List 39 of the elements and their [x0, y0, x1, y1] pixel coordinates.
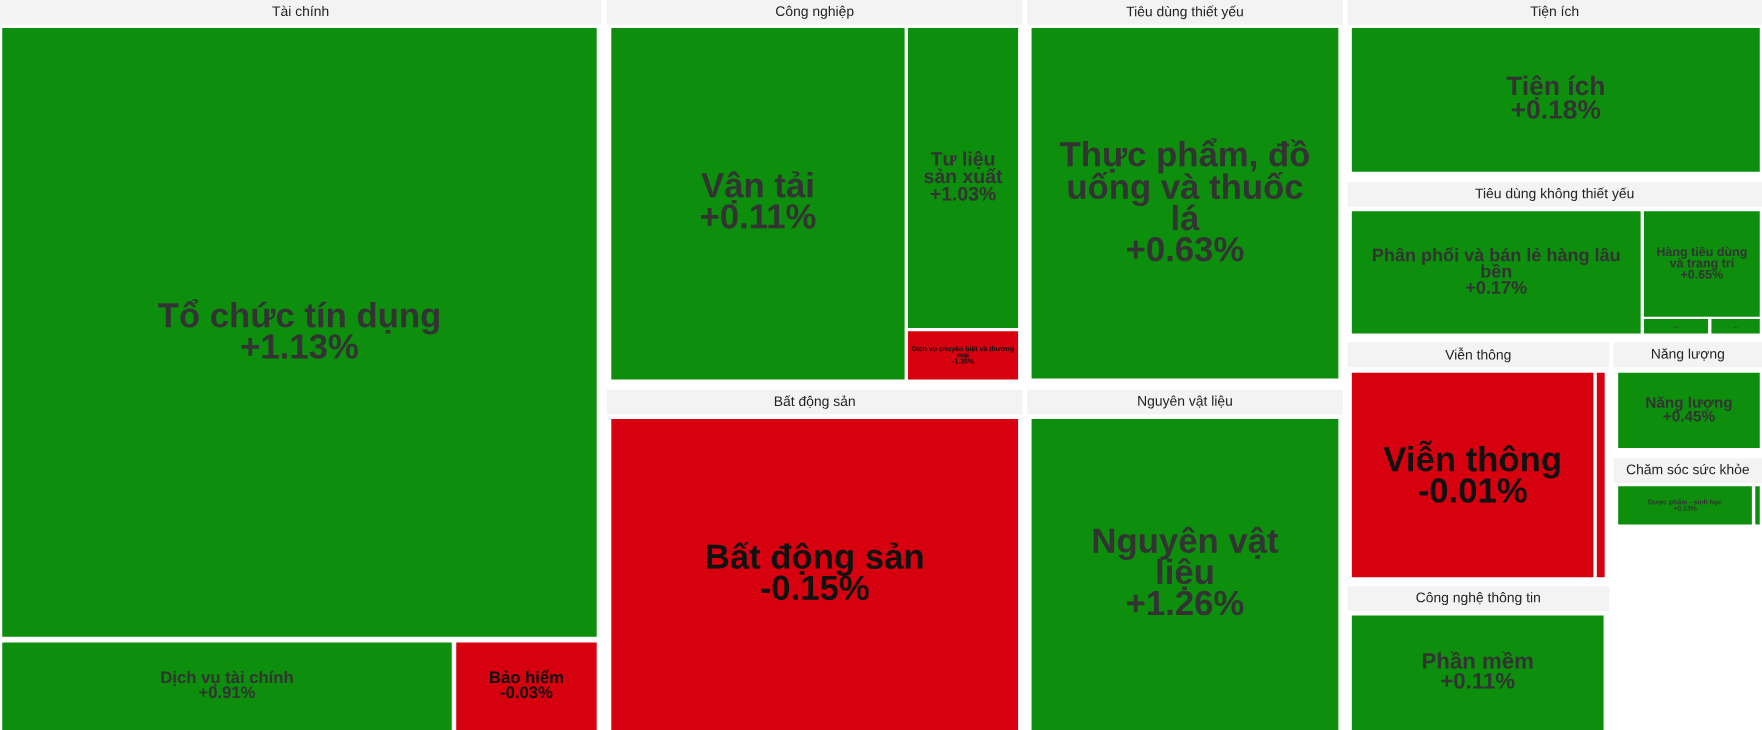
category-label: Bất động sản — [707, 541, 923, 576]
text: Năng lượng — [1651, 348, 1724, 362]
text: Tiêu dùng không thiết yếu — [1475, 187, 1634, 202]
data-label: +1.13% — [241, 334, 358, 359]
category-label: Tiện ích — [1506, 75, 1604, 100]
data-label: -0.15% — [761, 575, 869, 601]
data-label: +0.11% — [1441, 672, 1515, 689]
text: Tài chính — [272, 5, 329, 17]
data-label: +1.26% — [1127, 590, 1244, 616]
text: Công nghiệp — [776, 5, 854, 19]
text: Nguyên vật liệu — [1138, 395, 1232, 409]
category-label: Phần mềm — [1422, 651, 1533, 669]
data-label: +0.18% — [1511, 100, 1601, 119]
category-label: Tổ chức tín dụng — [158, 299, 439, 335]
category-label: Phân phối và bán lẻ hàng lâu bền — [1373, 247, 1620, 278]
data-label: -0.03% — [500, 686, 553, 699]
data-label: +0.45% — [1663, 410, 1715, 422]
data-label: +1.03% — [930, 186, 996, 201]
category-label: Bảo hiểm — [490, 669, 563, 684]
category-label: Hàng tiêu dùng và trang trí — [1657, 246, 1747, 270]
data-label: -0.01% — [1418, 478, 1527, 503]
data-label: +0.17% — [1466, 281, 1527, 294]
category-label: Tư liệu sản xuất — [924, 151, 1003, 184]
text: Chăm sóc sức khỏe — [1626, 463, 1749, 475]
text: Tiêu dùng thiết yếu — [1126, 5, 1243, 20]
category-label: Nguyên vật liệu — [1093, 526, 1279, 591]
category-label: Năng lượng — [1646, 396, 1732, 411]
data-label: +0.91% — [199, 686, 256, 699]
category-label: Vận tải — [701, 171, 813, 204]
category-label: Thực phẩm, đồ uống và thuốc lá — [1059, 138, 1310, 231]
data-label: +0.65% — [1681, 269, 1723, 279]
text: Bất động sản — [774, 395, 855, 409]
text: Công nghệ thông tin — [1416, 592, 1540, 606]
data-label: +0.63% — [1127, 236, 1244, 262]
text: Viễn thông — [1445, 347, 1511, 363]
category-label: Dịch vụ tài chính — [161, 670, 293, 687]
text: Tiện ích — [1530, 5, 1579, 19]
category-label: Viễn thông — [1383, 440, 1560, 479]
data-label: +0.11% — [701, 204, 816, 229]
